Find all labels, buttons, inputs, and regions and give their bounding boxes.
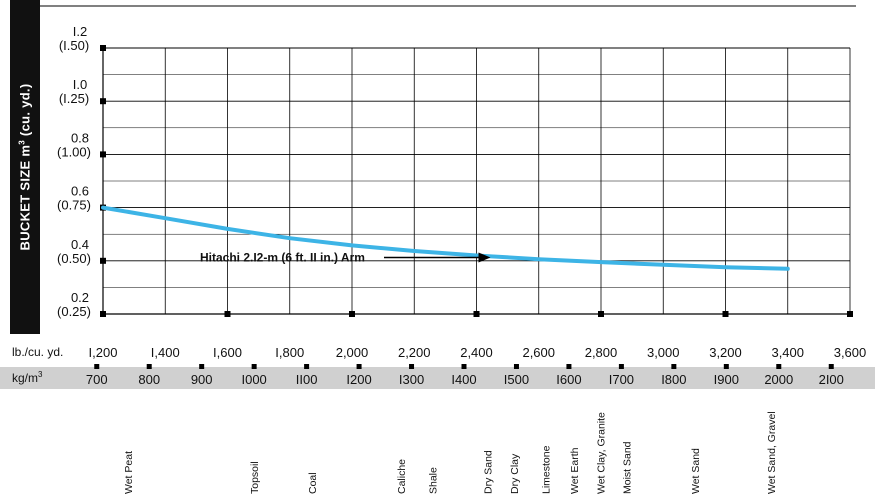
kg-axis-label: kg/m3 — [12, 370, 43, 385]
x-lb-tick-label: 2,000 — [336, 345, 369, 360]
y-tick-label-m3: 0.2 — [71, 290, 89, 305]
kg-tick-marker — [94, 364, 100, 369]
x-kg-tick-label: 800 — [138, 372, 160, 387]
kg-tick-marker — [409, 364, 415, 369]
y-tick-label-m3: I.2 — [73, 24, 87, 39]
x-lb-tick-label: 3,600 — [834, 345, 867, 360]
x-lb-tick-label: I,600 — [213, 345, 242, 360]
y-tick-label-cuyd: (0.75) — [57, 198, 91, 213]
kg-tick-marker — [146, 364, 152, 369]
x-kg-tick-label: I500 — [504, 372, 529, 387]
x-tick-marker — [349, 311, 355, 317]
kg-tick-marker — [199, 364, 205, 369]
kg-tick-marker — [723, 364, 729, 369]
material-label: Moist Sand — [622, 441, 634, 494]
material-label: Wet Earth — [569, 447, 581, 494]
kg-tick-marker — [671, 364, 677, 369]
x-kg-tick-label: 2000 — [764, 372, 793, 387]
y-tick-label-m3: 0.8 — [71, 130, 89, 145]
x-lb-tick-label: 2,600 — [522, 345, 555, 360]
y-tick-marker — [100, 151, 106, 158]
y-tick-label-m3: 0.4 — [71, 237, 89, 252]
x-lb-tick-label: 3,200 — [709, 345, 742, 360]
x-kg-tick-label: I700 — [609, 372, 634, 387]
x-kg-tick-label: I200 — [346, 372, 371, 387]
x-kg-tick-label: I000 — [241, 372, 266, 387]
series-annotation: Hitachi 2.I2-m (6 ft. II in.) Arm — [200, 250, 365, 264]
y-tick-marker — [100, 98, 106, 105]
x-kg-tick-label: I300 — [399, 372, 424, 387]
kg-axis-band — [0, 367, 875, 389]
x-kg-tick-label: II00 — [296, 372, 318, 387]
x-kg-tick-label: I800 — [661, 372, 686, 387]
y-tick-label-cuyd: (1.00) — [57, 144, 91, 159]
x-kg-tick-label: 700 — [86, 372, 108, 387]
y-tick-label-cuyd: (I.25) — [59, 91, 89, 106]
x-tick-marker — [224, 311, 231, 317]
kg-tick-marker — [356, 364, 362, 369]
material-label: Wet Sand, Gravel — [766, 411, 778, 494]
material-label: Caliche — [396, 459, 408, 494]
material-label: Coal — [307, 472, 319, 494]
kg-tick-marker — [618, 364, 624, 369]
material-label: Dry Clay — [509, 453, 521, 494]
x-kg-tick-label: 900 — [191, 372, 213, 387]
y-tick-marker — [100, 45, 106, 51]
x-kg-tick-label: I600 — [556, 372, 581, 387]
kg-tick-marker — [513, 364, 519, 369]
kg-tick-marker — [251, 364, 257, 369]
x-lb-tick-label: 2,800 — [585, 345, 618, 360]
kg-tick-marker — [828, 364, 834, 369]
material-label: Wet Clay, Granite — [595, 412, 607, 494]
material-label: Dry Sand — [483, 450, 495, 494]
y-tick-marker — [100, 257, 106, 264]
annotation-arrow-head — [478, 252, 491, 263]
material-label: Wet Peat — [123, 451, 135, 494]
y-tick-label-cuyd: (0.50) — [57, 251, 91, 266]
material-label: Limestone — [540, 445, 552, 494]
lb-axis-label: lb./cu. yd. — [12, 345, 64, 359]
series-line — [101, 205, 790, 271]
kg-tick-marker — [461, 364, 467, 369]
x-kg-tick-label: 2I00 — [819, 372, 844, 387]
x-kg-tick-label: I900 — [714, 372, 739, 387]
x-tick-marker — [598, 311, 604, 317]
y-axis-label-bar — [10, 0, 40, 334]
x-lb-tick-label: 2,200 — [398, 345, 431, 360]
x-tick-marker — [847, 311, 853, 317]
material-label: Shale — [428, 467, 440, 494]
x-lb-tick-label: I,400 — [151, 345, 180, 360]
x-tick-marker — [473, 311, 480, 317]
x-lb-tick-label: 3,000 — [647, 345, 680, 360]
x-tick-marker — [100, 311, 106, 317]
x-lb-tick-label: I,200 — [89, 345, 118, 360]
x-lb-tick-label: I,800 — [275, 345, 304, 360]
material-label: Wet Sand — [690, 448, 702, 494]
x-lb-tick-label: 3,400 — [771, 345, 804, 360]
kg-tick-marker — [776, 364, 782, 369]
x-tick-marker — [722, 311, 729, 317]
kg-tick-marker — [304, 364, 310, 369]
kg-tick-marker — [566, 364, 572, 369]
y-tick-label-cuyd: (0.25) — [57, 304, 91, 319]
y-tick-label-m3: 0.6 — [71, 184, 89, 199]
x-kg-tick-label: I400 — [451, 372, 476, 387]
y-tick-label-m3: I.0 — [73, 77, 87, 92]
material-label: Topsoil — [249, 461, 261, 494]
x-lb-tick-label: 2,400 — [460, 345, 493, 360]
y-tick-label-cuyd: (I.50) — [59, 38, 89, 53]
